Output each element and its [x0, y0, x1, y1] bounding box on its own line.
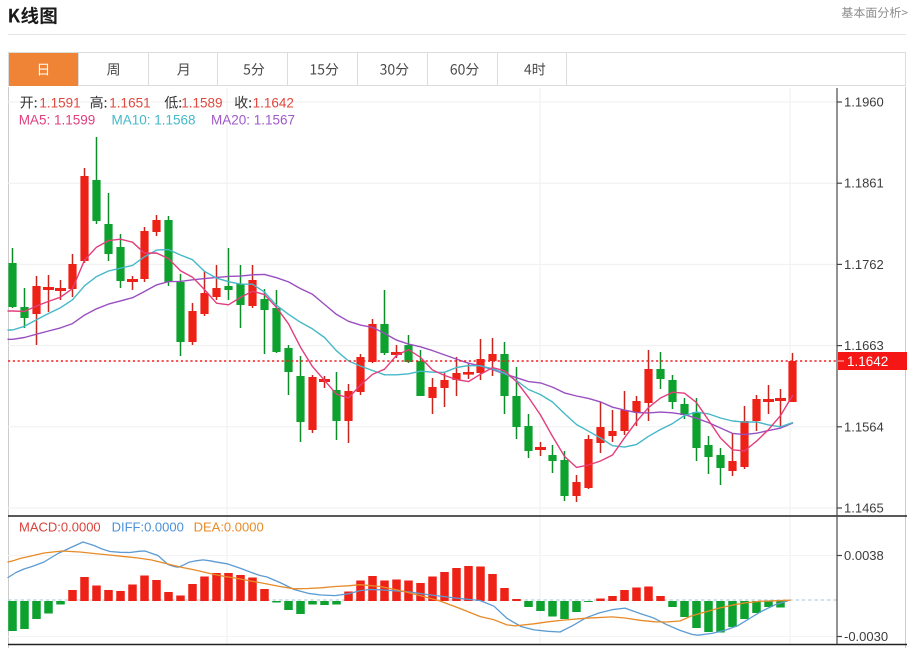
svg-text:-0.0030: -0.0030 — [844, 629, 888, 644]
svg-text:MA10: 1.1568: MA10: 1.1568 — [112, 113, 196, 128]
svg-text:1.1960: 1.1960 — [844, 95, 884, 110]
svg-text:1.1589: 1.1589 — [181, 96, 222, 111]
svg-text:1.1762: 1.1762 — [844, 257, 884, 272]
svg-text:MA20: 1.1567: MA20: 1.1567 — [211, 113, 295, 128]
svg-text:0.0038: 0.0038 — [844, 548, 884, 563]
svg-text:MACD:0.0000: MACD:0.0000 — [19, 520, 101, 535]
svg-text:1.1465: 1.1465 — [844, 501, 884, 516]
svg-text:1.1591: 1.1591 — [39, 96, 80, 111]
svg-text:1.1651: 1.1651 — [109, 96, 150, 111]
svg-text:1.1564: 1.1564 — [844, 419, 884, 434]
svg-text:1.1642: 1.1642 — [253, 96, 294, 111]
svg-text:1.1642: 1.1642 — [847, 354, 888, 369]
svg-text:MA5: 1.1599: MA5: 1.1599 — [19, 113, 96, 128]
svg-text:DEA:0.0000: DEA:0.0000 — [194, 520, 264, 535]
svg-text:1.1663: 1.1663 — [844, 338, 884, 353]
svg-text:DIFF:0.0000: DIFF:0.0000 — [112, 520, 184, 535]
svg-text:1.1861: 1.1861 — [844, 176, 884, 191]
